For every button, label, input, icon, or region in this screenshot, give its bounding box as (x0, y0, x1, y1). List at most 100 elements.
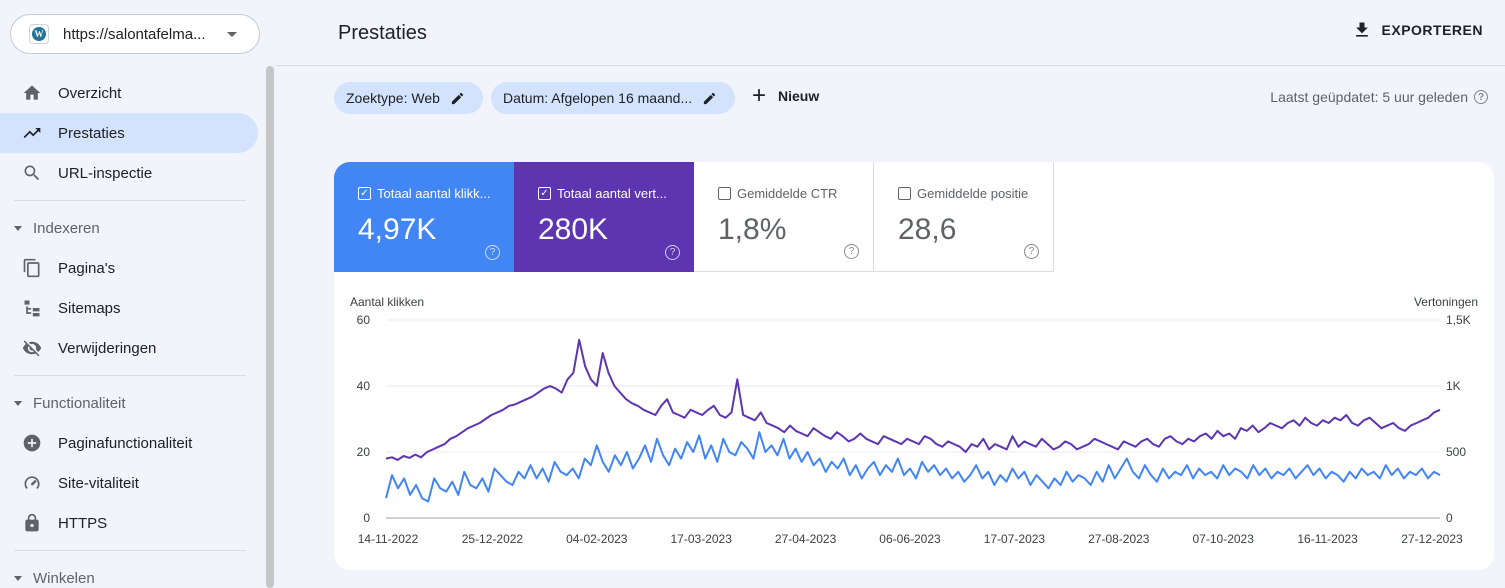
sidebar-item-label: Verwijderingen (58, 339, 157, 357)
chip-label: Datum: Afgelopen 16 maand... (503, 90, 693, 106)
sidebar-item-label: Overzicht (58, 84, 122, 102)
sidebar-item-site-vitaliteit[interactable]: Site-vitaliteit (0, 463, 258, 503)
x-tick-label: 17-07-2023 (984, 532, 1046, 546)
last-updated-text: Laatst geüpdatet: 5 uur geleden (1270, 89, 1468, 105)
eye-off-icon (22, 338, 42, 358)
series-line (385, 431, 1441, 503)
new-filter-button[interactable]: + Nieuw (752, 82, 820, 109)
plus-circle-icon (22, 433, 42, 453)
metric-value: 1,8% (718, 213, 787, 246)
new-filter-label: Nieuw (778, 88, 820, 104)
sidebar-nav: Overzicht Prestaties URL-inspectie Index… (0, 73, 258, 588)
export-button[interactable]: EXPORTEREN (1352, 20, 1483, 40)
search-type-filter-chip[interactable]: Zoektype: Web (334, 82, 483, 114)
section-title: Functionaliteit (33, 394, 126, 412)
home-icon (22, 83, 42, 103)
right-axis-title: Vertoningen (1413, 295, 1478, 309)
x-tick-label: 27-04-2023 (775, 532, 837, 546)
checkbox-checked-icon[interactable]: ✓ (538, 187, 551, 200)
metric-label: Totaal aantal vert... (557, 186, 667, 201)
sidebar-item-https[interactable]: HTTPS (0, 503, 258, 543)
metric-label: Totaal aantal klikk... (377, 186, 491, 201)
right-tick-label: 1,5K (1446, 313, 1471, 327)
sitemap-icon (22, 298, 42, 318)
sidebar: W https://salontafelma... Overzicht Pres… (0, 0, 276, 588)
pages-icon (22, 258, 42, 278)
left-axis-title: Aantal klikken (350, 295, 425, 309)
gauge-icon (22, 473, 42, 493)
sidebar-item-prestaties[interactable]: Prestaties (0, 113, 258, 153)
divider (14, 550, 246, 551)
x-tick-label: 06-06-2023 (879, 532, 941, 546)
metric-value: 28,6 (898, 213, 957, 246)
chip-label: Zoektype: Web (346, 90, 440, 106)
right-tick-label: 1K (1446, 379, 1461, 393)
x-tick-label: 16-11-2023 (1297, 532, 1358, 546)
metric-label: Gemiddelde positie (917, 186, 1029, 201)
download-icon (1355, 22, 1368, 37)
help-icon[interactable]: ? (665, 245, 680, 260)
right-tick-label: 0 (1446, 511, 1453, 525)
lock-icon (22, 513, 42, 533)
section-title: Indexeren (33, 219, 100, 237)
performance-chart: Aantal klikken Vertoningen 0 0 20 500 40 1K 60… (334, 287, 1494, 567)
sidebar-item-url-inspectie[interactable]: URL-inspectie (0, 153, 258, 193)
chevron-down-icon (14, 225, 22, 231)
date-filter-chip[interactable]: Datum: Afgelopen 16 maand... (491, 82, 735, 114)
x-tick-label: 14-11-2022 (358, 532, 419, 546)
x-tick-label: 25-12-2022 (462, 532, 524, 546)
x-tick-label: 27-12-2023 (1401, 532, 1463, 546)
sidebar-item-label: Paginafunctionaliteit (58, 434, 193, 452)
metric-ctr[interactable]: Gemiddelde CTR 1,8% ? (694, 162, 874, 272)
sidebar-item-paginafunctionaliteit[interactable]: Paginafunctionaliteit (0, 423, 258, 463)
metric-position[interactable]: Gemiddelde positie 28,6 ? (874, 162, 1054, 272)
last-updated: Laatst geüpdatet: 5 uur geleden ? (1270, 89, 1488, 105)
left-tick-label: 60 (357, 313, 371, 327)
help-icon[interactable]: ? (844, 244, 859, 259)
checkbox-checked-icon[interactable]: ✓ (358, 187, 371, 200)
plus-icon: + (752, 82, 767, 109)
sidebar-item-label: Sitemaps (58, 299, 121, 317)
line-chart: 0 0 20 500 40 1K 60 1,5K 14-11-2022 25-12-2022 04-… (357, 313, 1471, 546)
checkbox-icon[interactable] (898, 187, 911, 200)
checkbox-icon[interactable] (718, 187, 731, 200)
sidebar-item-label: Site-vitaliteit (58, 474, 139, 492)
sidebar-item-overzicht[interactable]: Overzicht (0, 73, 258, 113)
help-icon[interactable]: ? (1474, 90, 1488, 104)
left-tick-label: 40 (357, 379, 371, 393)
edit-icon (451, 92, 464, 104)
help-icon[interactable]: ? (485, 245, 500, 260)
sidebar-item-label: Pagina's (58, 259, 116, 277)
sidebar-item-label: HTTPS (58, 514, 108, 532)
performance-card: ✓ Totaal aantal klikk... 4,97K ? ✓ Totaal … (334, 162, 1494, 570)
sidebar-item-sitemaps[interactable]: Sitemaps (0, 288, 258, 328)
metric-impressions[interactable]: ✓ Totaal aantal vert... 280K ? (514, 162, 694, 272)
sidebar-item-verwijderingen[interactable]: Verwijderingen (0, 328, 258, 368)
x-tick-label: 07-10-2023 (1193, 532, 1255, 546)
page-header: Prestaties EXPORTEREN (276, 0, 1505, 66)
section-indexeren[interactable]: Indexeren (0, 208, 258, 248)
sidebar-scrollbar[interactable] (266, 66, 274, 588)
help-icon[interactable]: ? (1024, 244, 1039, 259)
search-icon (22, 163, 42, 183)
x-tick-label: 04-02-2023 (566, 532, 628, 546)
wordpress-logo-icon: W (29, 24, 49, 44)
left-tick-label: 0 (363, 511, 370, 525)
metric-value: 280K (538, 213, 609, 246)
series-line (385, 338, 1441, 461)
page-title: Prestaties (338, 22, 427, 44)
chevron-down-icon (14, 575, 22, 581)
section-title: Winkelen (33, 569, 95, 587)
section-functionaliteit[interactable]: Functionaliteit (0, 383, 258, 423)
sidebar-item-label: URL-inspectie (58, 164, 153, 182)
sidebar-item-label: Prestaties (58, 124, 125, 142)
edit-icon (704, 92, 716, 104)
section-winkelen[interactable]: Winkelen (0, 558, 258, 588)
chevron-down-icon (14, 400, 22, 406)
export-label: EXPORTEREN (1381, 22, 1483, 38)
metric-label: Gemiddelde CTR (737, 186, 838, 201)
sidebar-item-paginas[interactable]: Pagina's (0, 248, 258, 288)
property-selector[interactable]: W https://salontafelma... (10, 14, 260, 54)
metric-clicks[interactable]: ✓ Totaal aantal klikk... 4,97K ? (334, 162, 514, 272)
left-tick-label: 20 (357, 445, 371, 459)
